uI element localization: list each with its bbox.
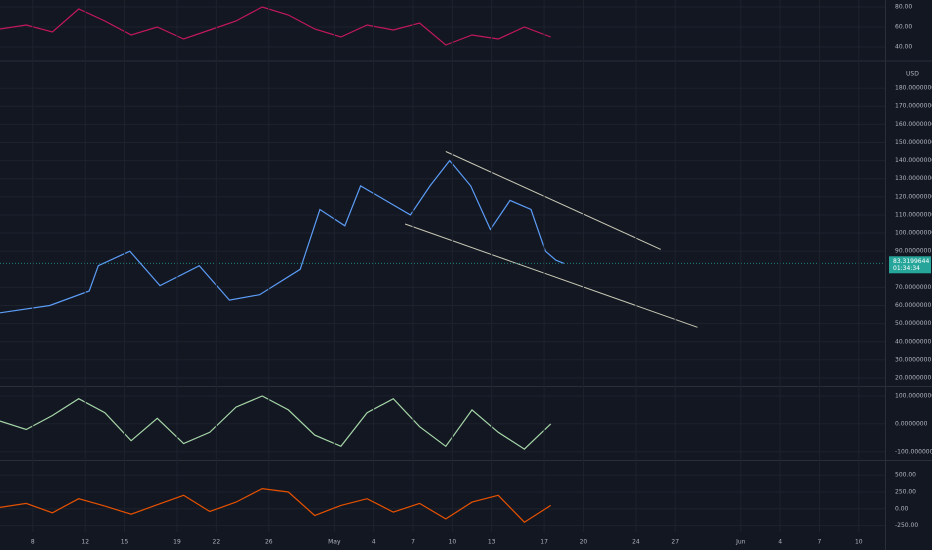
x-tick-label: 13 (488, 539, 496, 546)
y-tick-label: 110.0000000 (895, 211, 932, 218)
x-tick-label: 27 (671, 539, 679, 546)
x-tick-label: 10 (855, 539, 863, 546)
x-tick-label: 26 (265, 539, 273, 546)
x-tick-label: May (328, 539, 341, 546)
last-price-label: 83.3199644 (893, 258, 929, 265)
x-tick-label: 8 (31, 539, 35, 546)
x-tick-label: 22 (213, 539, 221, 546)
x-tick-label: Jun (735, 539, 746, 546)
x-tick-label: 10 (449, 539, 457, 546)
x-tick-label: 4 (372, 539, 376, 546)
x-tick-label: 24 (632, 539, 640, 546)
unit-label: USD (906, 71, 919, 78)
y-tick-label: 130.0000000 (895, 175, 932, 182)
x-tick-label: 17 (540, 539, 548, 546)
x-tick-label: 19 (173, 539, 181, 546)
series-line (0, 487, 552, 523)
y-tick-label: 150.0000000 (895, 139, 932, 146)
y-tick-label: -100.0000000 (895, 448, 932, 455)
y-tick-label: 70.0000000 (895, 284, 931, 291)
y-tick-label: 80.00 (895, 4, 912, 11)
y-tick-label: 30.0000000 (895, 356, 931, 363)
series-line (0, 6, 551, 46)
x-tick-label: 7 (411, 539, 415, 546)
y-tick-label: 60.00 (895, 24, 912, 31)
x-tick-label: 7 (818, 539, 822, 546)
countdown-label: 01:34:34 (893, 265, 920, 272)
y-tick-label: 0.00 (895, 505, 909, 512)
series-line (404, 223, 698, 328)
y-tick-label: 90.0000000 (895, 248, 931, 255)
last-price-box (889, 256, 931, 274)
y-tick-label: 40.0000000 (895, 338, 931, 345)
x-tick-label: 12 (81, 539, 89, 546)
y-tick-label: 50.0000000 (895, 320, 931, 327)
y-tick-label: 170.0000000 (895, 103, 932, 110)
y-tick-label: 20.0000000 (895, 375, 931, 382)
y-tick-label: 140.0000000 (895, 157, 932, 164)
y-tick-label: 160.0000000 (895, 121, 932, 128)
y-tick-label: 180.0000000 (895, 85, 932, 92)
x-tick-label: 4 (778, 539, 782, 546)
series-line (0, 395, 552, 450)
x-tick-label: 15 (121, 539, 129, 546)
y-tick-label: 40.00 (895, 44, 912, 51)
series-line (445, 151, 662, 250)
y-tick-label: 500.00 (895, 472, 916, 479)
y-tick-label: 100.0000000 (895, 392, 932, 399)
y-tick-label: 60.0000000 (895, 302, 931, 309)
y-tick-label: 0.0000000 (895, 420, 928, 427)
y-tick-label: 250.00 (895, 488, 916, 495)
y-tick-label: -250.00 (895, 522, 918, 529)
y-tick-label: 120.0000000 (895, 193, 932, 200)
x-tick-label: 20 (580, 539, 588, 546)
y-tick-label: 100.0000000 (895, 230, 932, 237)
